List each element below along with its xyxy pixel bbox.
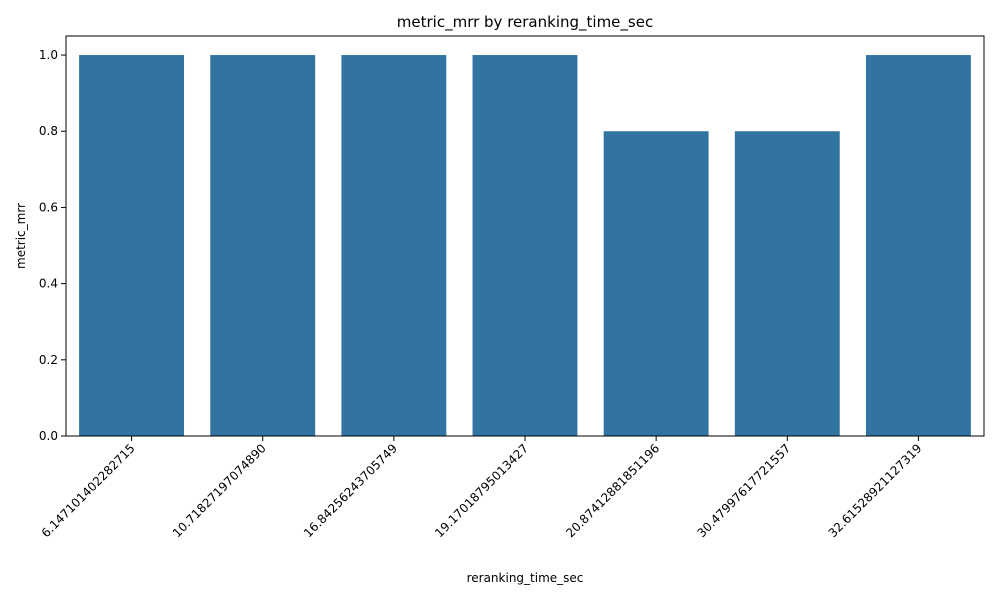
bar bbox=[865, 55, 971, 437]
chart-title: metric_mrr by reranking_time_sec bbox=[397, 13, 653, 32]
y-axis: 0.0 0.2 0.4 0.6 0.8 1.0 bbox=[39, 48, 66, 443]
y-tick-label: 0.0 bbox=[39, 429, 58, 443]
y-tick-label: 0.4 bbox=[39, 277, 58, 291]
y-tick-label: 0.2 bbox=[39, 353, 58, 367]
bars-group bbox=[79, 55, 971, 437]
x-tick-label: 10.71827197074890 bbox=[170, 441, 269, 540]
y-tick-label: 0.8 bbox=[39, 124, 58, 138]
x-tick-label: 19.17018795013427 bbox=[432, 441, 531, 540]
y-tick-label: 0.6 bbox=[39, 200, 58, 214]
x-tick-label: 32.61528921127319 bbox=[826, 441, 925, 540]
x-axis-label: reranking_time_sec bbox=[467, 571, 584, 585]
bar bbox=[603, 131, 709, 437]
x-tick-label: 16.84256243705749 bbox=[301, 441, 400, 540]
bar bbox=[472, 55, 578, 437]
bar bbox=[734, 131, 840, 437]
plot-frame bbox=[65, 35, 985, 437]
x-tick-label: 30.47997617721557 bbox=[694, 441, 793, 540]
bar bbox=[79, 55, 185, 437]
x-tick-label: 20.87412881851196 bbox=[563, 441, 662, 540]
y-tick-label: 1.0 bbox=[39, 48, 58, 62]
y-axis-label: metric_mrr bbox=[14, 203, 28, 269]
x-tick-label: 6.147101402282715 bbox=[39, 441, 138, 540]
bar bbox=[210, 55, 316, 437]
x-axis: 6.147101402282715 10.71827197074890 16.842… bbox=[39, 436, 925, 540]
bar bbox=[341, 55, 447, 437]
